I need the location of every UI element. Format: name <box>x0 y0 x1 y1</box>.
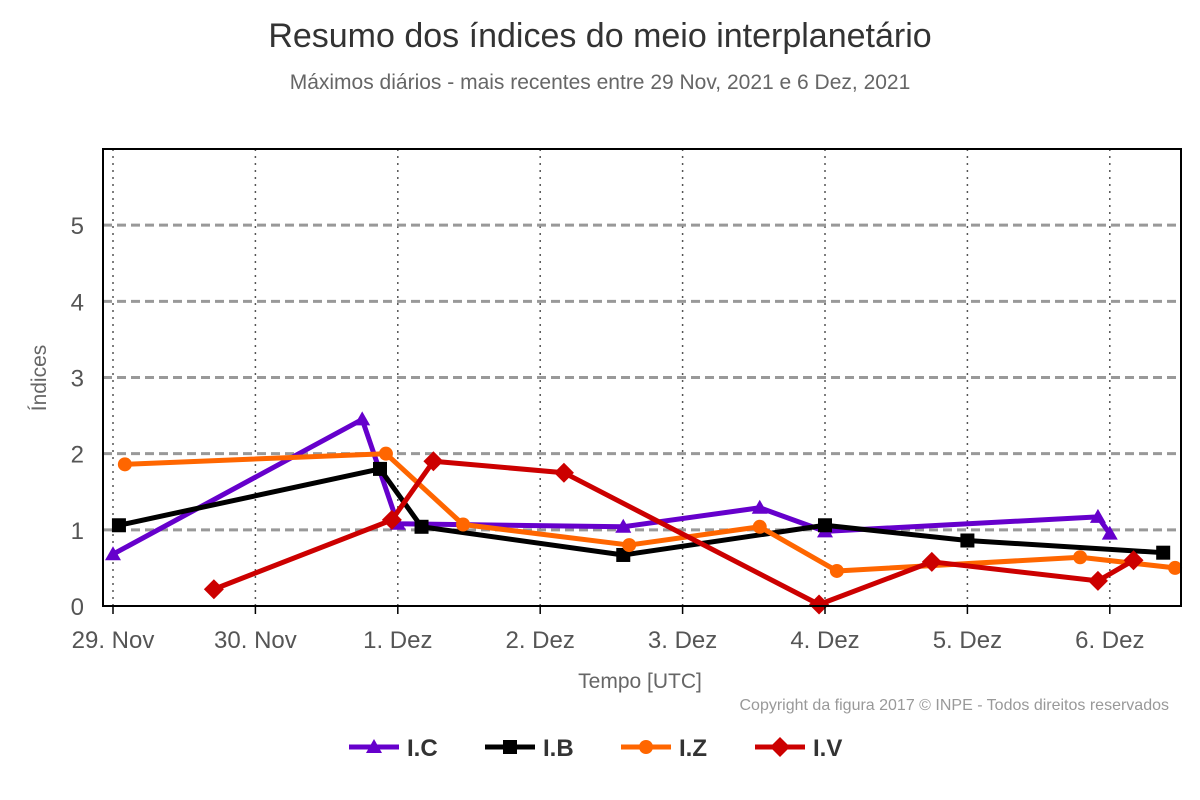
series-iz-point <box>829 563 844 578</box>
x-tick-label: 29. Nov <box>72 627 155 654</box>
series-ic-point <box>615 518 632 533</box>
y-axis-title: Índices <box>28 345 51 412</box>
legend-item-ic: I.C <box>349 735 438 762</box>
x-tick-label: 3. Dez <box>648 627 717 654</box>
series-iz-point <box>456 517 471 532</box>
series-iz-point <box>1073 550 1088 565</box>
series-iv-point <box>203 579 224 600</box>
series-ic-point <box>1101 525 1118 540</box>
legend-swatch-marker <box>770 737 790 757</box>
legend: I.C I.B I.Z I.V <box>349 735 842 762</box>
x-axis-ticks: 29. Nov 30. Nov 1. Dez 2. Dez 3. Dez 4. Dez 5.… <box>72 606 1144 654</box>
series-iv-point <box>921 551 942 572</box>
y-tick-label: 2 <box>71 442 84 469</box>
series-ib-point <box>818 518 832 533</box>
y-tick-label: 3 <box>71 366 84 393</box>
series-iv-point <box>809 594 830 615</box>
legend-item-ib: I.B <box>485 735 574 762</box>
y-tick-label: 5 <box>71 213 84 240</box>
x-tick-label: 4. Dez <box>790 627 859 654</box>
x-axis-title: Tempo [UTC] <box>578 670 702 693</box>
series-iz-point <box>117 457 132 472</box>
series-iz-point <box>622 538 637 553</box>
series-iz-point <box>378 446 393 461</box>
y-axis-ticks: 0 1 2 3 4 5 <box>71 213 84 621</box>
series-iv-point <box>381 509 402 530</box>
legend-swatch-marker <box>366 739 382 753</box>
series-iz-point <box>752 519 767 534</box>
series-layer <box>105 411 1183 615</box>
series-iv-point <box>553 462 574 483</box>
series-iv-point <box>1123 550 1144 571</box>
legend-label: I.B <box>543 735 574 762</box>
y-tick-label: 4 <box>71 289 84 316</box>
series-ic-point <box>751 499 768 514</box>
copyright-credit: Copyright da figura 2017 © INPE - Todos … <box>740 697 1170 714</box>
legend-label: I.V <box>813 735 842 762</box>
legend-label: I.Z <box>679 735 707 762</box>
series-ib-point <box>111 518 126 533</box>
legend-item-iv: I.V <box>755 735 842 762</box>
chart-subtitle: Máximos diários - mais recentes entre 29… <box>290 71 911 94</box>
series-ic-point <box>354 411 371 426</box>
chart-title: Resumo dos índices do meio interplanetár… <box>268 17 931 55</box>
x-tick-label: 2. Dez <box>506 627 575 654</box>
plot-border <box>102 148 1182 607</box>
legend-item-iz: I.Z <box>621 735 707 762</box>
series-ib-point <box>414 519 429 534</box>
series-iv-point <box>1087 570 1108 591</box>
series-iz <box>117 446 1183 578</box>
series-iz-line <box>122 451 1178 574</box>
grid <box>103 149 1181 606</box>
series-ib-point <box>960 533 975 548</box>
x-tick-label: 6. Dez <box>1075 627 1144 654</box>
legend-swatch-marker <box>503 740 517 754</box>
series-ib <box>111 461 1171 562</box>
legend-label: I.C <box>407 735 438 762</box>
x-tick-label: 1. Dez <box>363 627 432 654</box>
y-tick-label: 1 <box>71 518 84 545</box>
series-iv <box>203 451 1144 615</box>
x-tick-label: 30. Nov <box>214 627 297 654</box>
series-iv-point <box>423 451 444 472</box>
series-ib-point <box>373 461 387 476</box>
series-ic-point <box>1089 508 1106 523</box>
x-tick-label: 5. Dez <box>933 627 1002 654</box>
series-ib-point <box>1156 545 1171 560</box>
y-tick-label: 0 <box>71 594 84 621</box>
series-ic-line <box>110 416 1113 557</box>
legend-swatch-marker <box>639 740 653 754</box>
series-ic-point <box>105 546 121 561</box>
series-iz-point <box>1168 560 1183 575</box>
series-iv-line <box>211 458 1137 607</box>
